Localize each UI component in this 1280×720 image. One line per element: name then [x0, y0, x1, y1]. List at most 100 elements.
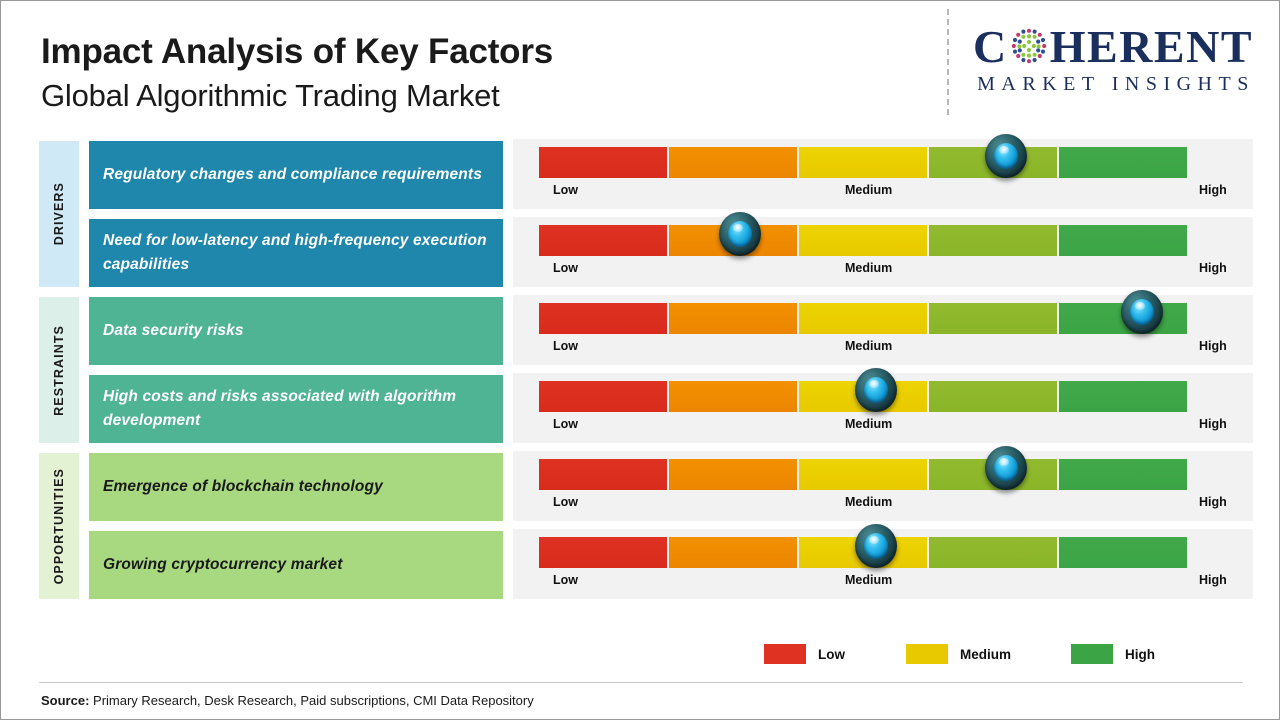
- gauge-segment-3: [929, 303, 1057, 334]
- legend: Low Medium High: [746, 644, 1226, 672]
- legend-label: High: [1125, 646, 1155, 662]
- factor-card: Emergence of blockchain technology: [89, 453, 503, 521]
- impact-marker[interactable]: [718, 212, 761, 256]
- legend-swatch: [1071, 644, 1113, 664]
- impact-marker[interactable]: [854, 524, 897, 568]
- scale-label-low: Low: [553, 417, 578, 431]
- impact-marker[interactable]: [984, 446, 1027, 490]
- scale-label-medium: Medium: [845, 573, 893, 587]
- factor-card: High costs and risks associated with alg…: [89, 375, 503, 443]
- gauge-segment-2: [799, 459, 927, 490]
- category-tab-opportunities: OPPORTUNITIES: [39, 453, 79, 599]
- impact-gauge-row: Low Medium High: [513, 446, 1253, 521]
- title-block: Impact Analysis of Key Factors Global Al…: [41, 31, 553, 117]
- gauge-segment-3: [929, 381, 1057, 412]
- impact-gauge-row: Low Medium High: [513, 524, 1253, 599]
- impact-gauge-row: Low Medium High: [513, 134, 1253, 209]
- page-subtitle: Global Algorithmic Trading Market: [41, 78, 500, 114]
- gauge-scale-labels: Low Medium High: [539, 261, 1239, 279]
- scale-label-medium: Medium: [845, 183, 893, 197]
- gauge-segment-1: [669, 381, 797, 412]
- factor-card: Regulatory changes and compliance requir…: [89, 141, 503, 209]
- impact-marker-gloss: [868, 536, 879, 544]
- legend-item-high: High: [1071, 644, 1155, 664]
- factor-label: Emergence of blockchain technology: [103, 478, 383, 496]
- legend-swatch: [906, 644, 948, 664]
- impact-gauge-bar: [539, 459, 1187, 490]
- impact-marker[interactable]: [1120, 290, 1163, 334]
- impact-gauge-bar: [539, 303, 1187, 334]
- page-title: Impact Analysis of Key Factors: [41, 32, 554, 71]
- logo-tagline: MARKET INSIGHTS: [977, 73, 1255, 95]
- gauge-segment-0: [539, 381, 667, 412]
- impact-gauge-bar: [539, 147, 1187, 178]
- scale-label-high: High: [1199, 573, 1227, 587]
- impact-gauge-row: Low Medium High: [513, 212, 1253, 287]
- factor-label: High costs and risks associated with alg…: [103, 388, 457, 429]
- scale-label-high: High: [1199, 339, 1227, 353]
- factor-label: Need for low-latency and high-frequency …: [103, 232, 487, 273]
- gauge-scale-labels: Low Medium High: [539, 417, 1239, 435]
- globe-dots-icon: [1011, 28, 1047, 64]
- gauge-segment-4: [1059, 381, 1187, 412]
- impact-marker[interactable]: [984, 134, 1027, 178]
- gauge-segment-1: [669, 537, 797, 568]
- scale-label-low: Low: [553, 339, 578, 353]
- impact-gauge-row: Low Medium High: [513, 368, 1253, 443]
- impact-marker-gloss: [998, 146, 1009, 154]
- gauge-scale-labels: Low Medium High: [539, 183, 1239, 201]
- gauge-segment-1: [669, 147, 797, 178]
- category-tab-drivers: DRIVERS: [39, 141, 79, 287]
- logo-letter-c: C: [973, 21, 1008, 72]
- gauge-segment-0: [539, 459, 667, 490]
- category-tab-label: OPPORTUNITIES: [52, 467, 66, 585]
- scale-label-low: Low: [553, 495, 578, 509]
- scale-label-high: High: [1199, 495, 1227, 509]
- scale-label-low: Low: [553, 261, 578, 275]
- scale-label-medium: Medium: [845, 261, 893, 275]
- gauge-scale-labels: Low Medium High: [539, 339, 1239, 357]
- footer-divider: [39, 682, 1243, 683]
- logo-wordmark: C: [963, 23, 1263, 71]
- scale-label-medium: Medium: [845, 339, 893, 353]
- impact-gauge-row: Low Medium High: [513, 290, 1253, 365]
- gauge-scale-labels: Low Medium High: [539, 495, 1239, 513]
- legend-item-medium: Medium: [906, 644, 1011, 664]
- header-divider: [947, 9, 949, 115]
- logo-letters-herent: HERENT: [1049, 21, 1253, 72]
- impact-marker-gloss: [732, 224, 743, 232]
- gauge-segment-1: [669, 459, 797, 490]
- scale-label-low: Low: [553, 183, 578, 197]
- factor-card: Data security risks: [89, 297, 503, 365]
- scale-label-high: High: [1199, 183, 1227, 197]
- gauge-scale-labels: Low Medium High: [539, 573, 1239, 591]
- gauge-segment-4: [1059, 225, 1187, 256]
- factor-card: Growing cryptocurrency market: [89, 531, 503, 599]
- scale-label-low: Low: [553, 573, 578, 587]
- factor-label: Growing cryptocurrency market: [103, 556, 343, 574]
- impact-marker-gloss: [1134, 302, 1145, 310]
- gauge-segment-2: [799, 147, 927, 178]
- factor-label: Data security risks: [103, 322, 244, 340]
- gauge-segment-1: [669, 303, 797, 334]
- scale-label-high: High: [1199, 261, 1227, 275]
- impact-marker-gloss: [868, 380, 879, 388]
- impact-marker[interactable]: [854, 368, 897, 412]
- impact-marker-gloss: [998, 458, 1009, 466]
- coherent-market-insights-logo: C: [963, 23, 1263, 107]
- source-note: Source: Primary Research, Desk Research,…: [41, 693, 534, 708]
- impact-gauge-bar: [539, 381, 1187, 412]
- gauge-segment-4: [1059, 537, 1187, 568]
- gauge-segment-3: [929, 537, 1057, 568]
- impact-matrix: DRIVERS RESTRAINTS OPPORTUNITIES Regulatory…: [1, 134, 1279, 627]
- gauge-segment-0: [539, 147, 667, 178]
- gauge-segment-3: [929, 225, 1057, 256]
- legend-item-low: Low: [764, 644, 845, 664]
- factor-label: Regulatory changes and compliance requir…: [103, 166, 483, 184]
- legend-swatch: [764, 644, 806, 664]
- category-tab-label: RESTRAINTS: [52, 324, 66, 416]
- gauge-segment-4: [1059, 459, 1187, 490]
- category-tab-restraints: RESTRAINTS: [39, 297, 79, 443]
- scale-label-medium: Medium: [845, 495, 893, 509]
